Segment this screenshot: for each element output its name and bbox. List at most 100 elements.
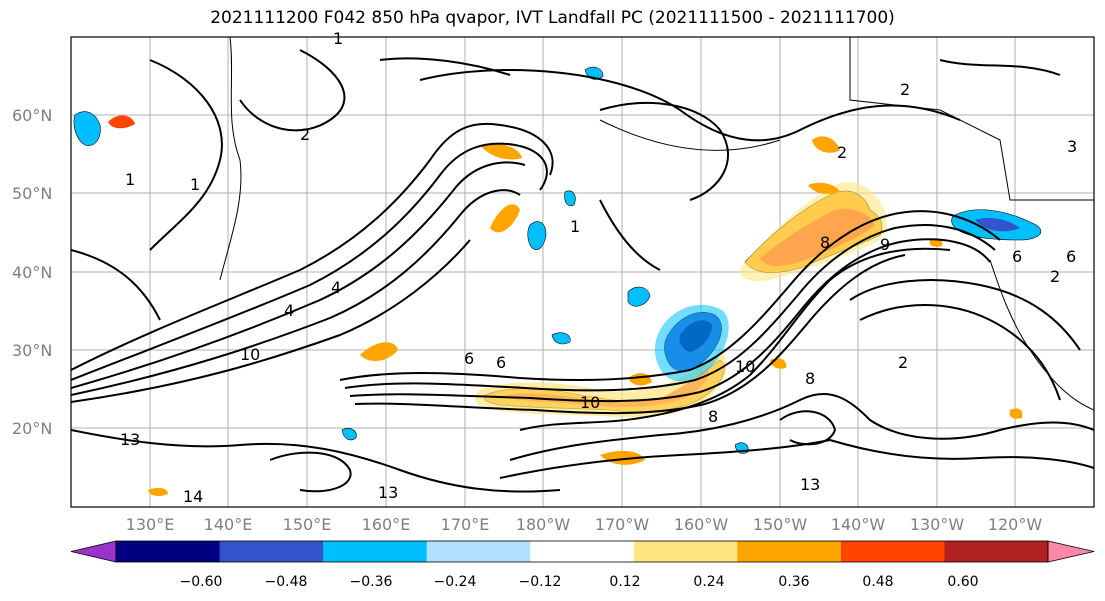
coastline bbox=[599, 119, 781, 151]
colorbar-extend-low bbox=[70, 540, 117, 563]
lon-label: 150°E bbox=[283, 515, 332, 534]
negative-anomaly-region bbox=[73, 111, 101, 146]
contour-line bbox=[71, 142, 548, 381]
contour-layer bbox=[71, 49, 1094, 493]
contour-line bbox=[344, 223, 996, 392]
longitude-axis: 130°E 140°E 150°E 160°E 170°E 180°W 170°… bbox=[126, 515, 1043, 534]
contour-label: 2 bbox=[837, 143, 847, 162]
colorbar-swatch bbox=[633, 541, 738, 562]
colorbar-swatch bbox=[737, 541, 842, 562]
lat-label: 50°N bbox=[12, 184, 52, 203]
coastline-layer bbox=[219, 37, 1094, 411]
positive-anomaly-region bbox=[480, 143, 522, 160]
lat-label: 60°N bbox=[12, 106, 52, 125]
lon-label: 150°W bbox=[753, 515, 808, 534]
contour-line bbox=[939, 59, 1061, 76]
colorbar-tick-label: −0.48 bbox=[265, 574, 308, 590]
colorbar-tick-label: −0.24 bbox=[434, 574, 477, 590]
contour-label: 10 bbox=[240, 345, 260, 364]
positive-anomaly-region bbox=[148, 487, 168, 497]
colorbar-tick-label: −0.60 bbox=[180, 574, 223, 590]
colorbar-extend-high bbox=[1047, 540, 1095, 563]
lon-label: 130°W bbox=[910, 515, 965, 534]
contour-line bbox=[509, 392, 1094, 461]
contour-label: 1 bbox=[125, 170, 135, 189]
contour-line bbox=[71, 161, 526, 389]
coastline bbox=[849, 37, 1094, 201]
lon-label: 160°W bbox=[674, 515, 729, 534]
colorbar-swatch bbox=[840, 541, 945, 562]
contour-label: 4 bbox=[331, 278, 341, 297]
colorbar-tick-label: −0.36 bbox=[350, 574, 393, 590]
contour-label: 4 bbox=[284, 301, 294, 320]
colorbar-tick-label: 0.48 bbox=[862, 574, 893, 590]
lon-label: 170°W bbox=[595, 515, 650, 534]
positive-anomaly-region bbox=[808, 182, 840, 194]
graticule bbox=[71, 37, 1094, 507]
lon-label: 180°W bbox=[516, 515, 571, 534]
colorbar bbox=[70, 540, 1095, 563]
colorbar-swatch bbox=[219, 541, 324, 562]
colorbar-border bbox=[115, 540, 1049, 563]
positive-anomaly-region bbox=[475, 352, 727, 418]
contour-line bbox=[779, 410, 837, 446]
negative-anomaly-region bbox=[527, 221, 547, 250]
contour-line bbox=[419, 69, 961, 142]
map-frame bbox=[70, 36, 1095, 508]
colorbar-tick-label: 0.12 bbox=[609, 574, 640, 590]
colorbar-swatch bbox=[323, 541, 428, 562]
contour-line bbox=[71, 429, 561, 493]
contour-line bbox=[71, 239, 471, 403]
lat-label: 20°N bbox=[12, 419, 52, 438]
coastline bbox=[989, 259, 1094, 411]
colorbar-swatch bbox=[116, 541, 221, 562]
contour-label: 13 bbox=[120, 430, 140, 449]
lon-label: 140°W bbox=[831, 515, 886, 534]
positive-anomaly-region bbox=[812, 136, 840, 153]
contour-line bbox=[379, 57, 511, 76]
contour-label: 1 bbox=[190, 175, 200, 194]
contour-label: 8 bbox=[708, 407, 718, 426]
contour-line bbox=[71, 189, 521, 396]
positive-anomaly-region bbox=[490, 204, 520, 233]
positive-anomaly-region bbox=[360, 342, 398, 362]
contour-line bbox=[339, 210, 1001, 381]
contour-line bbox=[349, 238, 991, 403]
positive-anomaly-region bbox=[1009, 408, 1023, 419]
lon-label: 130°E bbox=[126, 515, 175, 534]
contour-label: 8 bbox=[820, 233, 830, 252]
colorbar-swatch bbox=[530, 541, 635, 562]
colorbar-tick-label: 0.24 bbox=[693, 574, 724, 590]
negative-anomaly-region bbox=[341, 428, 357, 441]
contour-label: 1 bbox=[570, 217, 580, 236]
positive-anomaly-region bbox=[739, 181, 887, 282]
negative-anomaly-region bbox=[975, 217, 1020, 232]
lon-label: 160°E bbox=[362, 515, 411, 534]
lon-label: 120°W bbox=[988, 515, 1043, 534]
contour-label: 6 bbox=[1012, 247, 1022, 266]
negative-anomaly-region bbox=[551, 332, 571, 345]
negative-anomaly-region bbox=[627, 286, 651, 307]
negative-anomaly-region bbox=[654, 304, 729, 382]
contour-label: 2 bbox=[300, 125, 310, 144]
colorbar-tick-label: 0.36 bbox=[778, 574, 809, 590]
positive-anomaly-region bbox=[108, 115, 135, 129]
map-title: 2021111200 F042 850 hPa qvapor, IVT Land… bbox=[210, 8, 895, 28]
contour-line bbox=[599, 199, 661, 271]
colorbar-swatch bbox=[944, 541, 1049, 562]
contour-label: 13 bbox=[378, 483, 398, 502]
contour-line bbox=[149, 59, 223, 251]
contour-line bbox=[71, 122, 554, 371]
contour-label: 14 bbox=[183, 487, 203, 506]
contour-label: 2 bbox=[898, 353, 908, 372]
lon-label: 170°E bbox=[441, 515, 490, 534]
contour-line bbox=[859, 304, 1061, 401]
colorbar-labels: −0.60 −0.48 −0.36 −0.24 −0.12 0.12 0.24 … bbox=[180, 574, 979, 590]
contour-label: 1 bbox=[333, 29, 343, 48]
contour-label: 3 bbox=[1067, 137, 1077, 156]
latitude-axis: 60°N 50°N 40°N 30°N 20°N bbox=[12, 106, 52, 438]
contour-label: 10 bbox=[580, 393, 600, 412]
contour-line bbox=[71, 249, 161, 321]
contour-label: 6 bbox=[496, 353, 506, 372]
contour-label: 13 bbox=[800, 475, 820, 494]
